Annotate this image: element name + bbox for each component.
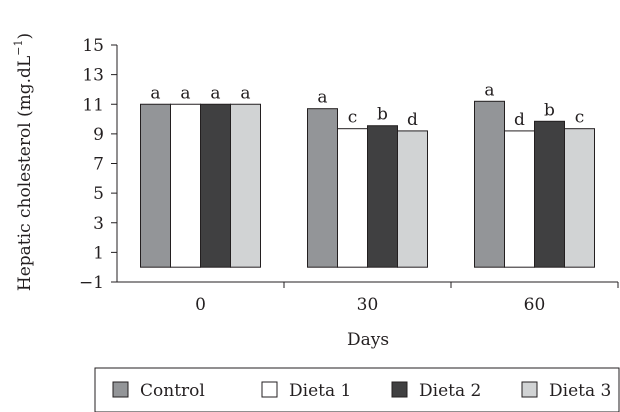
x-tick-label: 30 [357,295,379,315]
bar [230,103,261,268]
legend-label: Dieta 2 [419,381,481,401]
data-label: d [407,110,418,130]
data-label: c [348,108,358,128]
bar [307,108,338,268]
y-tick-label: 7 [93,155,104,175]
data-label: a [484,80,494,100]
y-axis-title-group: Hepatic cholesterol (mg.dL−1) [12,33,35,291]
data-labels: a a a a ac b dad b c [150,80,584,130]
legend-swatch [112,381,129,398]
y-axis-title: Hepatic cholesterol (mg.dL−1) [12,33,35,291]
data-label: a [150,83,160,103]
y-tick-label: 11 [82,95,104,115]
bar [397,130,428,268]
data-label: a [180,83,190,103]
y-tick-label: 9 [93,125,104,145]
bar [140,103,171,268]
bar [170,103,201,268]
x-tick-label: 0 [195,295,206,315]
axes: 15 13 11 9 7 5 3 1 −1 0 30 60 [79,36,619,315]
data-label: a [240,83,250,103]
y-tick-label: 15 [82,36,104,56]
y-axis-title-text: Hepatic cholesterol (mg.dL [15,56,35,291]
data-label: d [514,110,525,130]
legend-box [94,367,620,412]
y-tick-label: 13 [82,66,104,86]
legend-swatch [261,381,278,398]
legend: Control Dieta 1 Dieta 2 Dieta 3 [94,367,620,412]
legend-swatch [391,381,408,398]
x-tick-label: 60 [524,295,546,315]
bar [337,128,368,268]
y-axis-title-close: ) [15,33,35,40]
data-label: c [575,108,585,128]
legend-label: Control [140,381,205,401]
data-label: b [377,105,388,125]
data-label: b [544,100,555,120]
y-tick-label: 5 [93,184,104,204]
bars [140,100,595,268]
bar [474,100,505,268]
x-axis-title: Days [347,330,389,350]
bar [200,103,231,268]
data-label: a [317,88,327,108]
legend-label: Dieta 1 [289,381,351,401]
bar [534,120,565,268]
y-tick-label: −1 [79,273,104,293]
bar [504,130,535,268]
bar [564,128,595,268]
data-label: a [210,83,220,103]
y-tick-label: 3 [93,214,104,234]
legend-label: Dieta 3 [549,381,611,401]
legend-swatch [521,381,538,398]
y-tick-label: 1 [93,243,104,263]
bar [367,125,398,268]
y-axis-title-superscript: −1 [12,40,25,56]
